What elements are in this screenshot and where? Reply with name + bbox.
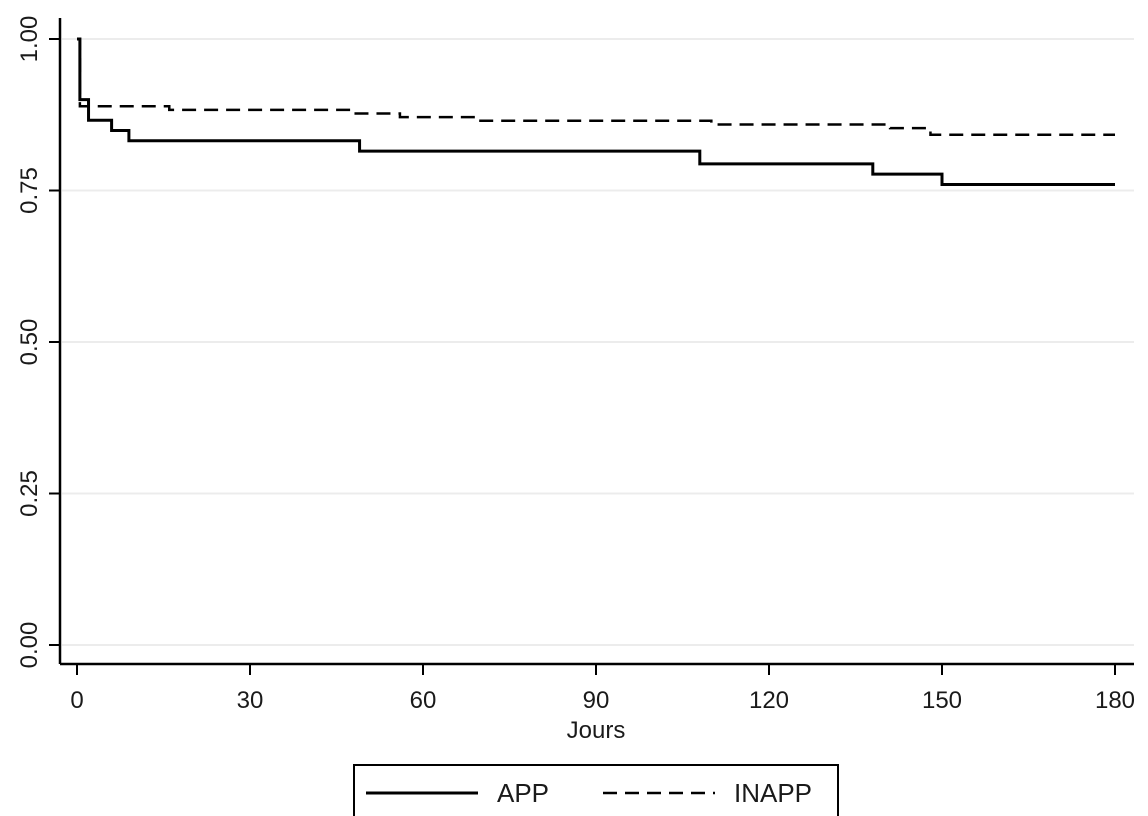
legend: APP INAPP xyxy=(353,764,839,816)
y-tick-label-0: 0.00 xyxy=(16,622,43,669)
grid-lines xyxy=(62,38,1134,646)
x-tick-label-0: 0 xyxy=(70,687,83,714)
y-tick-label-3: 0.75 xyxy=(16,167,43,214)
x-ticks: 0 30 60 90 120 150 180 xyxy=(70,664,1135,714)
series-layer xyxy=(77,37,1115,186)
legend-box xyxy=(353,764,839,816)
legend-label-app: APP xyxy=(497,778,549,808)
x-tick-label-1: 30 xyxy=(237,687,264,714)
legend-label-inapp: INAPP xyxy=(734,778,812,808)
series-line-app xyxy=(77,37,1115,186)
y-ticks: 0.00 0.25 0.50 0.75 1.00 xyxy=(16,16,60,669)
x-axis-title: Jours xyxy=(567,717,626,744)
y-tick-label-4: 1.00 xyxy=(16,16,43,63)
series-line-inapp xyxy=(77,37,1115,136)
y-tick-label-1: 0.25 xyxy=(16,470,43,517)
x-tick-label-3: 90 xyxy=(583,687,610,714)
x-tick-label-6: 180 xyxy=(1095,687,1135,714)
x-tick-label-4: 120 xyxy=(749,687,789,714)
x-tick-label-5: 150 xyxy=(922,687,962,714)
x-tick-label-2: 60 xyxy=(410,687,437,714)
y-tick-label-2: 0.50 xyxy=(16,319,43,366)
